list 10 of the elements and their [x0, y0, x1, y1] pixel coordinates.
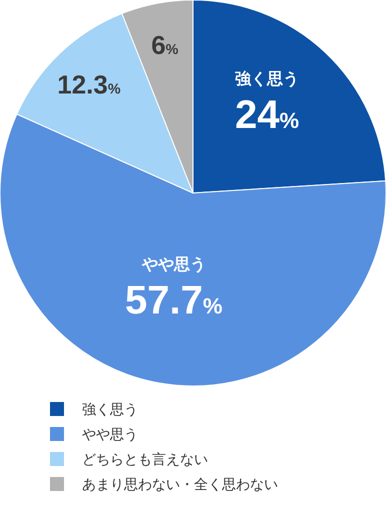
data-label: 24%: [234, 93, 300, 138]
data-label: 57.7%: [125, 278, 222, 322]
legend-label: あまり思わない・全く思わない: [82, 477, 278, 493]
slice-label: やや思う: [140, 254, 206, 274]
slice-label: 強く思う: [234, 69, 299, 88]
legend-label: 強く思う: [82, 402, 138, 418]
legend-label: やや思う: [82, 427, 138, 443]
legend-label: どちらとも言えない: [82, 452, 208, 468]
data-label: 12.3%: [57, 69, 121, 100]
data-label: 6%: [151, 30, 179, 60]
